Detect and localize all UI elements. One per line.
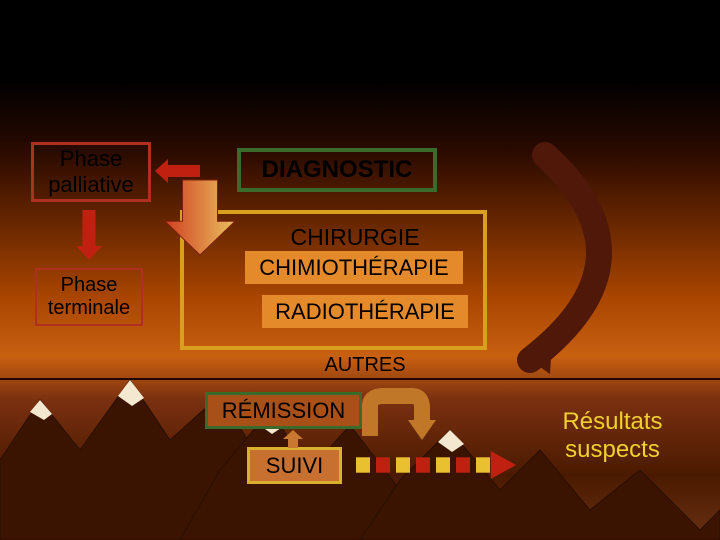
arrow-palliative-to-terminale [76, 210, 102, 260]
arrow-right-curve [500, 125, 690, 390]
box-label: SUIVI [266, 453, 323, 479]
box-phase-terminale: Phase terminale [35, 268, 143, 326]
box-resultats: Résultats suspects [530, 406, 695, 466]
box-remission: RÉMISSION [205, 392, 362, 429]
arrow-suivi-to-resultats [356, 451, 516, 479]
divider [0, 378, 720, 380]
box-label: Phase palliative [34, 146, 148, 198]
box-suivi: SUIVI [247, 447, 342, 484]
box-radiotherapie: RADIOTHÉRAPIE [262, 295, 468, 328]
box-label: RADIOTHÉRAPIE [275, 299, 455, 325]
box-diagnostic: DIAGNOSTIC [237, 148, 437, 192]
arrow-remission-curve [362, 392, 442, 456]
box-chirurgie: CHIRURGIE [270, 222, 440, 252]
title-text: Processus dynamique : Trajectoire de soi… [90, 12, 630, 79]
box-label: RÉMISSION [222, 398, 345, 424]
arrow-suivi-to-remission-up [283, 430, 303, 448]
box-chimiotherapie: CHIMIOTHÉRAPIE [245, 251, 463, 284]
box-label: CHIMIOTHÉRAPIE [259, 255, 448, 281]
box-label: CHIRURGIE [290, 224, 419, 251]
box-phase-palliative: Phase palliative [31, 142, 151, 202]
box-label: Résultats suspects [530, 408, 695, 464]
box-autres: AUTRES [300, 352, 430, 378]
arrow-palliative-left [155, 159, 200, 183]
page-title: Processus dynamique : Trajectoire de soi… [50, 12, 670, 80]
box-label: AUTRES [324, 354, 405, 377]
box-label: DIAGNOSTIC [262, 156, 413, 184]
box-label: Phase terminale [37, 274, 141, 320]
